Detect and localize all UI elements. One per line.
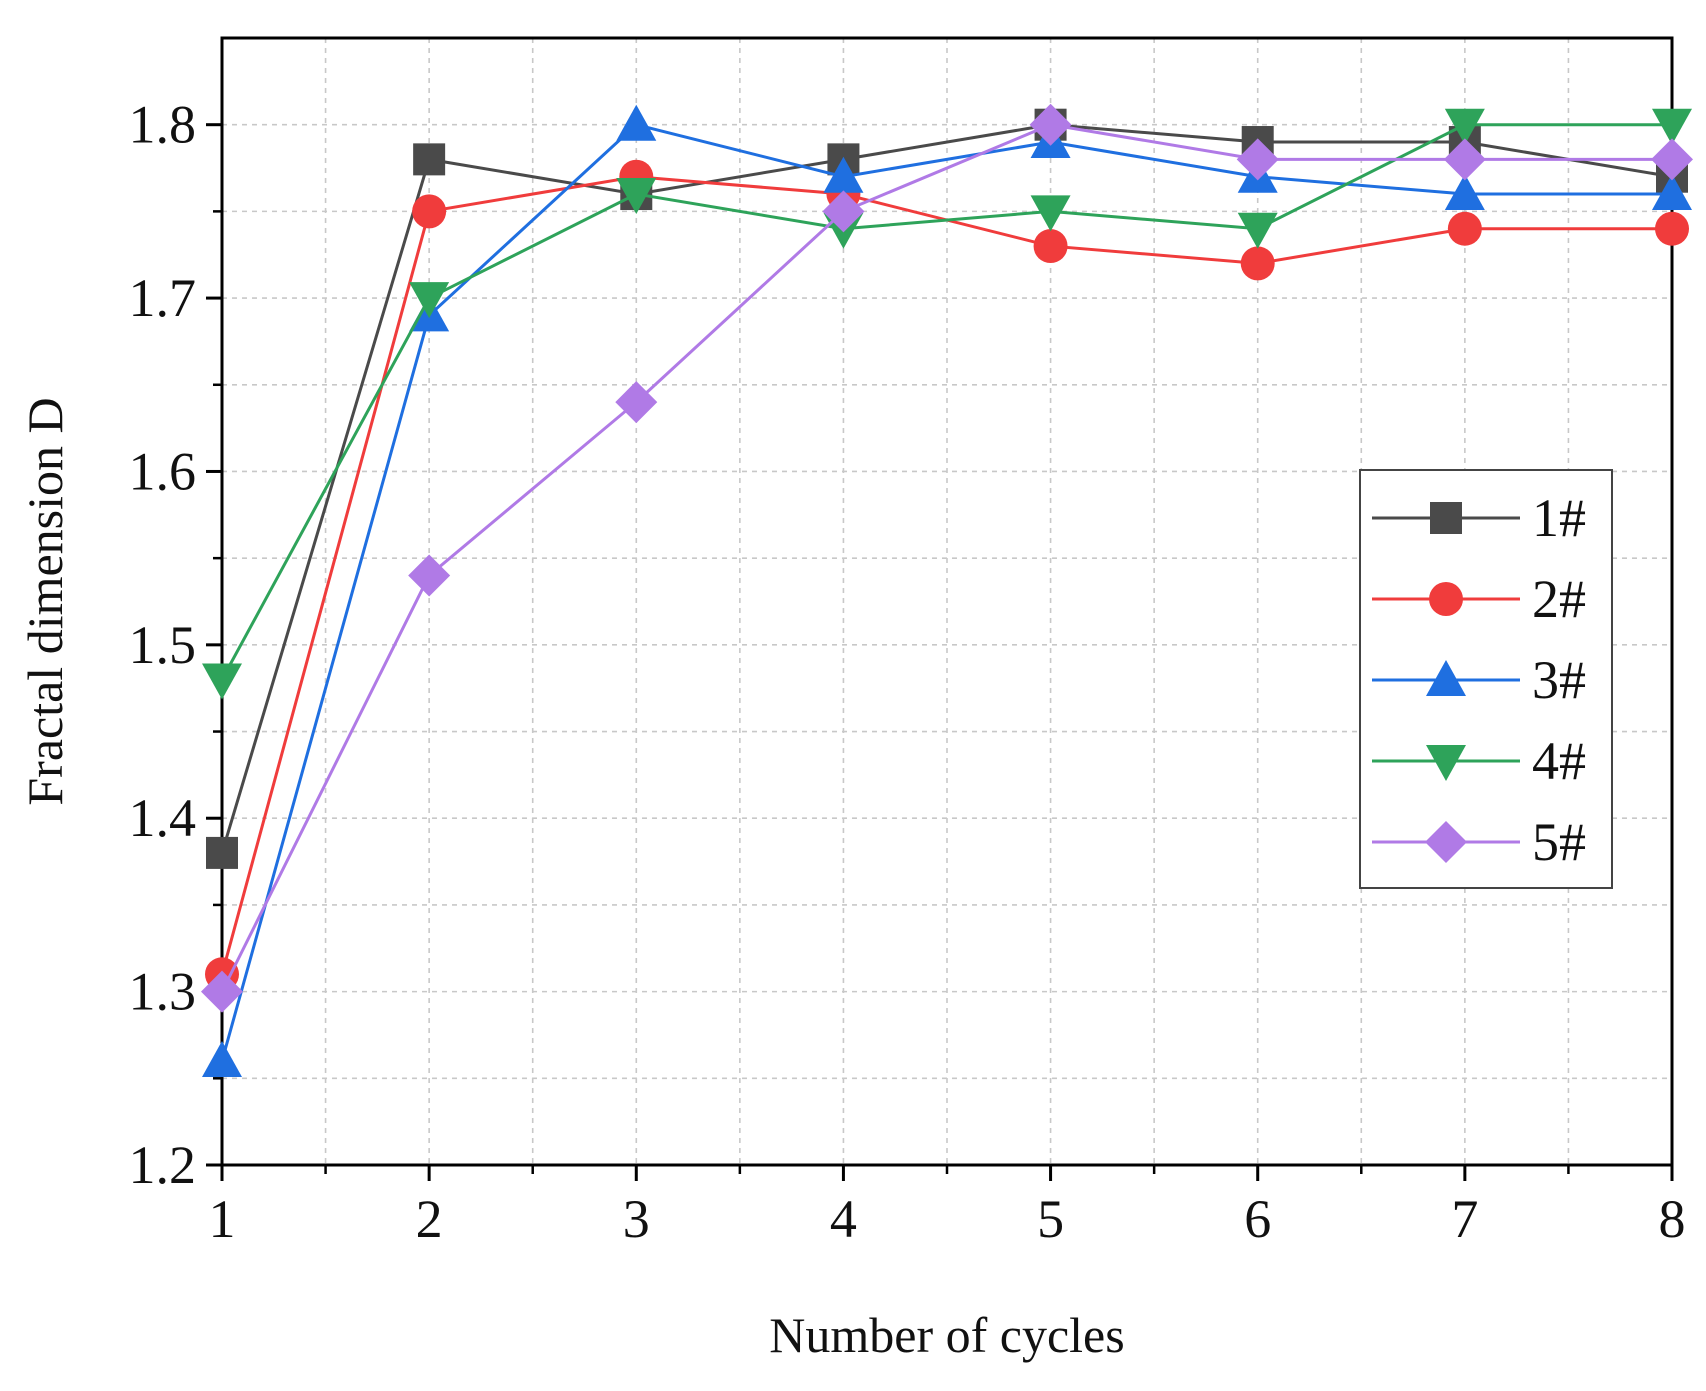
- grid: [222, 38, 1672, 1165]
- legend-marker: [1426, 745, 1466, 781]
- data-point: [409, 282, 450, 319]
- data-point: [1029, 103, 1072, 146]
- x-tick-label: 7: [1451, 1189, 1478, 1249]
- series-line: [220, 123, 1672, 1062]
- x-tick-label: 3: [623, 1189, 650, 1249]
- x-tick-label: 5: [1037, 1189, 1064, 1249]
- data-point: [1652, 174, 1692, 211]
- legend-marker: [1426, 660, 1466, 696]
- legend-marker: [1425, 821, 1467, 863]
- data-point: [1447, 211, 1482, 246]
- data-point: [1652, 108, 1692, 145]
- data-point: [1444, 108, 1485, 145]
- data-point: [1655, 211, 1689, 246]
- x-tick-label: 6: [1244, 1189, 1271, 1249]
- series-group: [201, 103, 1693, 1077]
- legend-item: 5#: [1372, 812, 1586, 872]
- data-point: [202, 663, 242, 700]
- data-point: [1236, 138, 1279, 181]
- series-5: [201, 103, 1693, 1013]
- data-point: [616, 104, 657, 141]
- series-line: [220, 123, 1672, 993]
- x-tick-label: 2: [416, 1189, 443, 1249]
- data-point: [413, 143, 446, 176]
- x-axis-title: Number of cycles: [769, 1307, 1124, 1363]
- data-point: [412, 194, 447, 229]
- y-tick-label: 1.3: [129, 962, 197, 1022]
- y-tick-label: 1.5: [129, 615, 197, 675]
- x-tick-label: 8: [1659, 1189, 1686, 1249]
- data-point: [1033, 229, 1068, 264]
- legend-marker: [1429, 582, 1463, 616]
- y-axis-title: Fractal dimension D: [17, 397, 73, 805]
- y-tick-label: 1.8: [129, 95, 197, 155]
- data-point: [822, 190, 865, 233]
- legend-label: 3#: [1532, 650, 1586, 710]
- data-point: [201, 970, 243, 1013]
- y-tick-label: 1.7: [129, 268, 197, 328]
- legend-label: 1#: [1532, 488, 1586, 548]
- data-point: [206, 836, 238, 869]
- y-tick-label: 1.4: [129, 788, 197, 848]
- data-point: [1443, 138, 1486, 181]
- legend-item: 4#: [1372, 731, 1586, 791]
- x-tick-label: 4: [830, 1189, 857, 1249]
- legend-item: 2#: [1372, 569, 1586, 629]
- data-point: [1030, 195, 1071, 232]
- x-tick-label: 1: [209, 1189, 236, 1249]
- series-4: [202, 108, 1692, 700]
- legend-items: 1# 2# 3# 4# 5#: [1372, 488, 1586, 872]
- data-point: [616, 178, 657, 215]
- legend: 1# 2# 3# 4# 5#: [1359, 469, 1613, 889]
- series-3: [202, 104, 1692, 1077]
- data-point: [1444, 174, 1485, 211]
- data-point: [408, 554, 451, 597]
- legend-label: 4#: [1532, 731, 1586, 791]
- legend-marker: [1430, 502, 1462, 534]
- data-point: [823, 156, 864, 193]
- series-line: [220, 123, 1672, 681]
- legend-label: 5#: [1532, 812, 1586, 872]
- y-tick-label: 1.2: [129, 1135, 197, 1195]
- data-point: [1240, 246, 1275, 281]
- legend-item: 3#: [1372, 650, 1586, 710]
- y-tick-label: 1.6: [129, 441, 197, 501]
- legend-label: 2#: [1532, 569, 1586, 629]
- data-point: [615, 381, 658, 424]
- data-point: [202, 1040, 242, 1077]
- axis-ticks: 1 2 3 4 5 6 7 8 1.2 1.3 1.4 1.5 1.6 1.7 1.8: [129, 95, 1686, 1249]
- data-point: [1651, 138, 1693, 181]
- legend-item: 1#: [1372, 488, 1586, 548]
- data-point: [1237, 212, 1278, 249]
